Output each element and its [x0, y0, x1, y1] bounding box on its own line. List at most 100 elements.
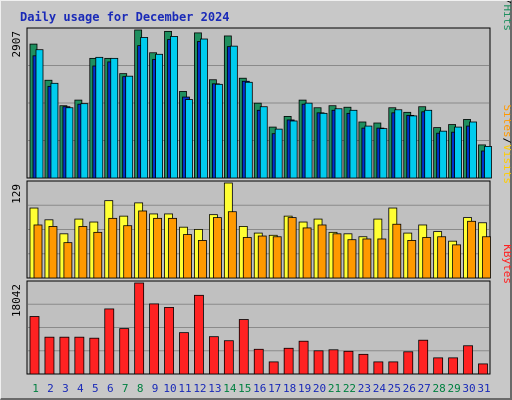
- panel-max-label: 129: [10, 184, 23, 204]
- bar-sites-day-30: [467, 220, 476, 279]
- bar-pages-day-19: [304, 102, 313, 179]
- bar-pages-day-9: [155, 53, 164, 179]
- legend-segment: KBytes: [501, 244, 511, 284]
- bar-sites-day-4: [78, 226, 88, 279]
- bar-pages-day-11: [185, 99, 193, 179]
- bar-kbytes-day-17: [268, 361, 279, 375]
- bar-sites-day-13: [212, 217, 222, 279]
- bar-sites-day-10: [168, 217, 177, 279]
- bar-sites-day-7: [123, 225, 133, 279]
- bar-sites-day-23: [362, 238, 372, 279]
- day-label-18: 18: [283, 382, 296, 395]
- legend-segment: Visits: [501, 144, 511, 184]
- bar-kbytes-day-27: [418, 339, 429, 375]
- bar-sites-day-21: [332, 233, 342, 279]
- bar-sites-day-2: [48, 226, 58, 279]
- bar-pages-day-4: [80, 103, 89, 179]
- day-label-13: 13: [208, 382, 221, 395]
- day-label-9: 9: [152, 382, 159, 395]
- bar-kbytes-day-24: [373, 361, 384, 375]
- bar-pages-day-18: [289, 120, 298, 179]
- panel-legend: Pages/Files/Hits: [501, 1, 511, 31]
- day-label-2: 2: [47, 382, 54, 395]
- bar-pages-day-5: [95, 56, 104, 179]
- bar-kbytes-day-4: [74, 336, 85, 375]
- day-label-16: 16: [253, 382, 266, 395]
- bar-kbytes-day-6: [104, 308, 115, 375]
- bar-sites-day-11: [183, 234, 192, 279]
- bar-kbytes-day-14: [223, 340, 234, 375]
- chart-title: Daily usage for December 2024: [20, 10, 230, 24]
- panel-pages_files_hits: 2907 Pages/Files/Hits: [10, 1, 511, 179]
- day-label-24: 24: [373, 382, 387, 395]
- day-label-8: 8: [137, 382, 144, 395]
- legend-segment: /: [501, 1, 511, 5]
- bar-kbytes-day-26: [403, 351, 414, 375]
- bar-kbytes-day-28: [433, 357, 444, 375]
- day-label-12: 12: [193, 382, 206, 395]
- bar-sites-day-20: [317, 224, 327, 279]
- bar-pages-day-12: [200, 38, 208, 179]
- bar-sites-day-17: [272, 236, 282, 279]
- bar-kbytes-day-1: [29, 316, 40, 375]
- bar-kbytes-day-9: [149, 303, 160, 375]
- day-label-31: 31: [477, 382, 490, 395]
- panel-sites_visits: 129 Sites/Visits: [10, 105, 511, 279]
- day-label-11: 11: [178, 382, 191, 395]
- bar-sites-day-31: [482, 236, 491, 279]
- bar-sites-day-16: [257, 235, 267, 279]
- bar-sites-day-15: [242, 237, 252, 279]
- panel-max-label: 18042: [10, 284, 23, 317]
- bar-pages-day-2: [50, 82, 59, 179]
- bar-pages-day-16: [259, 106, 268, 179]
- legend-segment: /: [501, 138, 511, 145]
- bar-pages-day-25: [394, 109, 403, 179]
- bar-kbytes-day-23: [358, 353, 369, 375]
- bar-kbytes-day-16: [253, 348, 264, 375]
- bar-pages-day-29: [454, 126, 463, 179]
- bar-sites-day-19: [302, 227, 312, 279]
- bar-pages-day-13: [214, 83, 223, 179]
- bar-pages-day-31: [484, 146, 492, 179]
- bar-kbytes-day-19: [298, 340, 309, 375]
- panel-legend: KBytes: [501, 244, 511, 284]
- panel-max-label: 2907: [10, 31, 23, 58]
- bar-sites-day-5: [93, 231, 103, 279]
- bar-kbytes-day-7: [119, 328, 130, 375]
- bar-sites-day-24: [377, 238, 387, 279]
- day-label-26: 26: [403, 382, 416, 395]
- day-label-7: 7: [122, 382, 129, 395]
- bar-kbytes-day-29: [448, 357, 459, 375]
- bar-sites-day-14: [227, 211, 237, 279]
- bar-pages-day-20: [319, 112, 328, 179]
- bar-kbytes-day-13: [208, 336, 219, 375]
- day-label-4: 4: [77, 382, 84, 395]
- day-label-17: 17: [268, 382, 281, 395]
- bar-pages-day-30: [469, 121, 477, 179]
- day-label-5: 5: [92, 382, 99, 395]
- day-label-30: 30: [462, 382, 475, 395]
- bar-kbytes-day-20: [313, 350, 324, 375]
- bar-pages-day-22: [349, 109, 358, 179]
- bar-pages-day-8: [140, 37, 149, 179]
- day-label-6: 6: [107, 382, 114, 395]
- bar-pages-day-26: [409, 115, 418, 179]
- bar-kbytes-day-30: [463, 345, 473, 375]
- bar-sites-day-27: [422, 237, 432, 279]
- bar-sites-day-25: [392, 223, 402, 279]
- bar-sites-day-9: [153, 217, 163, 279]
- day-label-25: 25: [388, 382, 401, 395]
- bar-kbytes-day-11: [179, 332, 189, 375]
- panel-legend: Sites/Visits: [501, 105, 511, 185]
- bar-sites-day-3: [63, 242, 73, 279]
- bar-kbytes-day-21: [328, 349, 339, 375]
- bar-sites-day-8: [138, 210, 148, 279]
- day-label-3: 3: [62, 382, 69, 395]
- bar-sites-day-18: [287, 217, 297, 279]
- bar-kbytes-day-12: [194, 294, 204, 375]
- bar-sites-day-26: [407, 240, 417, 279]
- bar-pages-day-17: [274, 128, 283, 179]
- bar-kbytes-day-31: [478, 363, 488, 375]
